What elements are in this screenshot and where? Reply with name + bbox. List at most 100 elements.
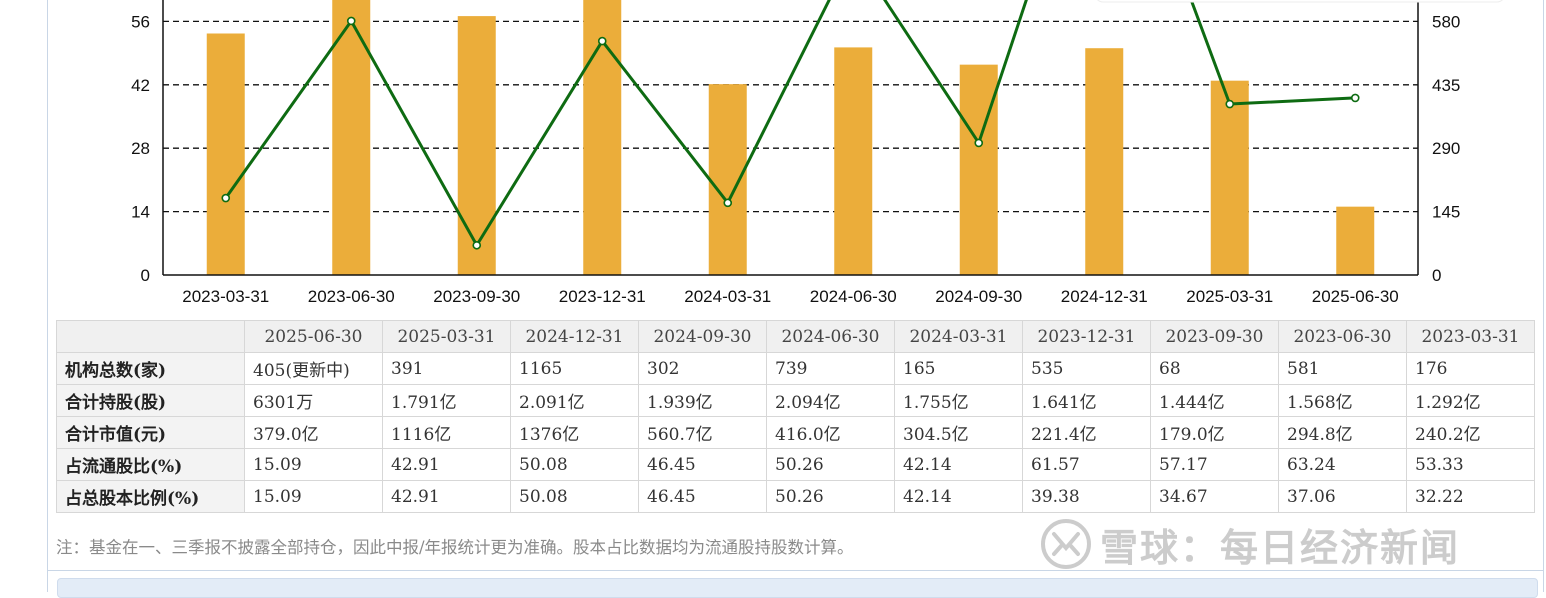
table-date-header: 2023-03-31 bbox=[1406, 320, 1535, 353]
table-cell: 50.26 bbox=[766, 448, 895, 481]
table-cell: 302 bbox=[638, 352, 767, 385]
table-cell: 391 bbox=[382, 352, 511, 385]
xueqiu-watermark: 雪球 ：每日经济新闻 bbox=[1040, 512, 1460, 576]
table-cell: 221.4亿 bbox=[1022, 416, 1151, 449]
line-point bbox=[723, 198, 733, 208]
table-cell: 2.094亿 bbox=[766, 384, 895, 417]
x-tick-label: 2024-06-30 bbox=[810, 287, 897, 306]
bar bbox=[1210, 80, 1249, 275]
table-cell: 15.09 bbox=[244, 480, 383, 513]
table-date-header: 2025-06-30 bbox=[244, 320, 383, 353]
x-tick-label: 2023-03-31 bbox=[182, 287, 269, 306]
y-right-tick-label: 0 bbox=[1432, 266, 1441, 285]
table-cell: 1.444亿 bbox=[1150, 384, 1279, 417]
table-cell: 1.568亿 bbox=[1278, 384, 1407, 417]
table-cell: 46.45 bbox=[638, 448, 767, 481]
table-cell: 42.91 bbox=[382, 480, 511, 513]
table-cell: 1.791亿 bbox=[382, 384, 511, 417]
tooltip-edge bbox=[1096, 0, 1504, 3]
table-cell: 405(更新中) bbox=[244, 352, 383, 385]
bar bbox=[1336, 206, 1375, 275]
table-row-label: 占流通股比(%) bbox=[56, 448, 245, 481]
frame-right-border bbox=[1543, 0, 1544, 592]
holdings-table: 2025-06-30 2025-03-31 2024-12-31 2024-09-30… bbox=[56, 320, 1535, 513]
bar bbox=[959, 64, 998, 275]
x-tick-label: 2023-12-31 bbox=[559, 287, 646, 306]
x-tick-label: 2023-06-30 bbox=[308, 287, 395, 306]
table-date-header: 2023-12-31 bbox=[1022, 320, 1151, 353]
next-panel-header bbox=[57, 578, 1538, 598]
table-cell: 1.939亿 bbox=[638, 384, 767, 417]
xueqiu-logo-icon bbox=[1041, 519, 1091, 569]
table-corner bbox=[56, 320, 245, 353]
table-cell: 15.09 bbox=[244, 448, 383, 481]
bar bbox=[583, 0, 622, 275]
line-point bbox=[597, 36, 607, 46]
table-cell: 1165 bbox=[510, 352, 639, 385]
table-cell: 379.0亿 bbox=[244, 416, 383, 449]
table-date-header: 2024-06-30 bbox=[766, 320, 895, 353]
bar bbox=[206, 33, 245, 275]
table-date-header: 2025-03-31 bbox=[382, 320, 511, 353]
table-cell: 42.14 bbox=[894, 448, 1023, 481]
table-row: 机构总数(家) 405(更新中) 391 1165 302 739 165 535 68 581 1… bbox=[56, 352, 1535, 385]
table-row-label: 合计持股(股) bbox=[56, 384, 245, 417]
table-cell: 739 bbox=[766, 352, 895, 385]
table-cell: 1.292亿 bbox=[1406, 384, 1535, 417]
watermark-brand: 雪球 bbox=[1100, 525, 1181, 570]
table-cell: 50.08 bbox=[510, 480, 639, 513]
table-row: 合计持股(股) 6301万 1.791亿 2.091亿 1.939亿 2.094亿 1.75… bbox=[56, 384, 1535, 417]
table-cell: 46.45 bbox=[638, 480, 767, 513]
table-cell: 39.38 bbox=[1022, 480, 1151, 513]
x-tick-label: 2025-03-31 bbox=[1186, 287, 1273, 306]
y-left-tick-label: 14 bbox=[131, 203, 150, 222]
y-right-tick-label: 435 bbox=[1432, 76, 1460, 95]
table-cell: 304.5亿 bbox=[894, 416, 1023, 449]
y-left-tick-label: 0 bbox=[141, 266, 150, 285]
y-right-tick-label: 290 bbox=[1432, 139, 1460, 158]
x-tick-label: 2024-03-31 bbox=[684, 287, 771, 306]
table-cell: 176 bbox=[1406, 352, 1535, 385]
table-cell: 535 bbox=[1022, 352, 1151, 385]
table-cell: 165 bbox=[894, 352, 1023, 385]
y-left-tick-label: 56 bbox=[131, 12, 150, 31]
table-date-header: 2023-06-30 bbox=[1278, 320, 1407, 353]
line-point bbox=[346, 16, 356, 26]
table-cell: 53.33 bbox=[1406, 448, 1535, 481]
table-cell: 34.67 bbox=[1150, 480, 1279, 513]
table-cell: 1376亿 bbox=[510, 416, 639, 449]
table-cell: 57.17 bbox=[1150, 448, 1279, 481]
table-row: 占总股本比例(%) 15.09 42.91 50.08 46.45 50.26 42.14 3… bbox=[56, 480, 1535, 513]
table-row-label: 合计市值(元) bbox=[56, 416, 245, 449]
y-right-tick-label: 145 bbox=[1432, 203, 1460, 222]
table-cell: 61.57 bbox=[1022, 448, 1151, 481]
table-cell: 1.755亿 bbox=[894, 384, 1023, 417]
table-cell: 179.0亿 bbox=[1150, 416, 1279, 449]
table-cell: 32.22 bbox=[1406, 480, 1535, 513]
line-series bbox=[224, 0, 1356, 247]
section-divider bbox=[47, 570, 1544, 571]
table-row-label: 机构总数(家) bbox=[56, 352, 245, 385]
line-point bbox=[472, 240, 482, 250]
holdings-chart: 0 14 28 42 56 0 145 290 435 580 2023-03-31 2023-06-… bbox=[131, 0, 1504, 306]
table-cell: 6301万 bbox=[244, 384, 383, 417]
x-tick-label: 2024-09-30 bbox=[935, 287, 1022, 306]
table-cell: 42.14 bbox=[894, 480, 1023, 513]
table-cell: 1.641亿 bbox=[1022, 384, 1151, 417]
table-cell: 560.7亿 bbox=[638, 416, 767, 449]
table-date-header: 2024-09-30 bbox=[638, 320, 767, 353]
table-cell: 416.0亿 bbox=[766, 416, 895, 449]
line-point bbox=[1225, 99, 1235, 109]
x-tick-label: 2023-09-30 bbox=[433, 287, 520, 306]
line-point bbox=[221, 193, 231, 203]
bar bbox=[1085, 48, 1124, 276]
table-cell: 68 bbox=[1150, 352, 1279, 385]
y-right-tick-label: 580 bbox=[1432, 12, 1460, 31]
table-date-header: 2024-12-31 bbox=[510, 320, 639, 353]
table-cell: 240.2亿 bbox=[1406, 416, 1535, 449]
bar bbox=[457, 16, 496, 276]
x-tick-label: 2025-06-30 bbox=[1312, 287, 1399, 306]
footnote: 注：基金在一、三季报不披露全部持仓，因此中报/年报统计更为准确。股本占比数据均为… bbox=[56, 538, 854, 557]
table-cell: 50.08 bbox=[510, 448, 639, 481]
table-cell: 37.06 bbox=[1278, 480, 1407, 513]
